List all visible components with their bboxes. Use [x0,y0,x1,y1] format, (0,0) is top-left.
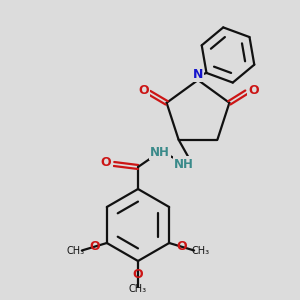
Text: O: O [138,84,149,97]
Text: NH: NH [150,146,170,158]
Text: N: N [193,68,203,80]
Text: N: N [192,67,204,81]
Text: O: O [89,240,100,253]
Text: O: O [101,157,111,169]
Text: O: O [248,84,259,97]
Text: NH: NH [174,158,194,170]
Text: CH₃: CH₃ [66,246,84,256]
Text: CH₃: CH₃ [129,284,147,294]
Text: CH₃: CH₃ [192,246,210,256]
Text: NH: NH [150,146,170,158]
Text: O: O [176,240,187,253]
Text: O: O [133,268,143,281]
Text: O: O [138,84,149,97]
Text: O: O [248,84,259,97]
Text: O: O [101,157,111,169]
Text: NH: NH [174,158,194,170]
